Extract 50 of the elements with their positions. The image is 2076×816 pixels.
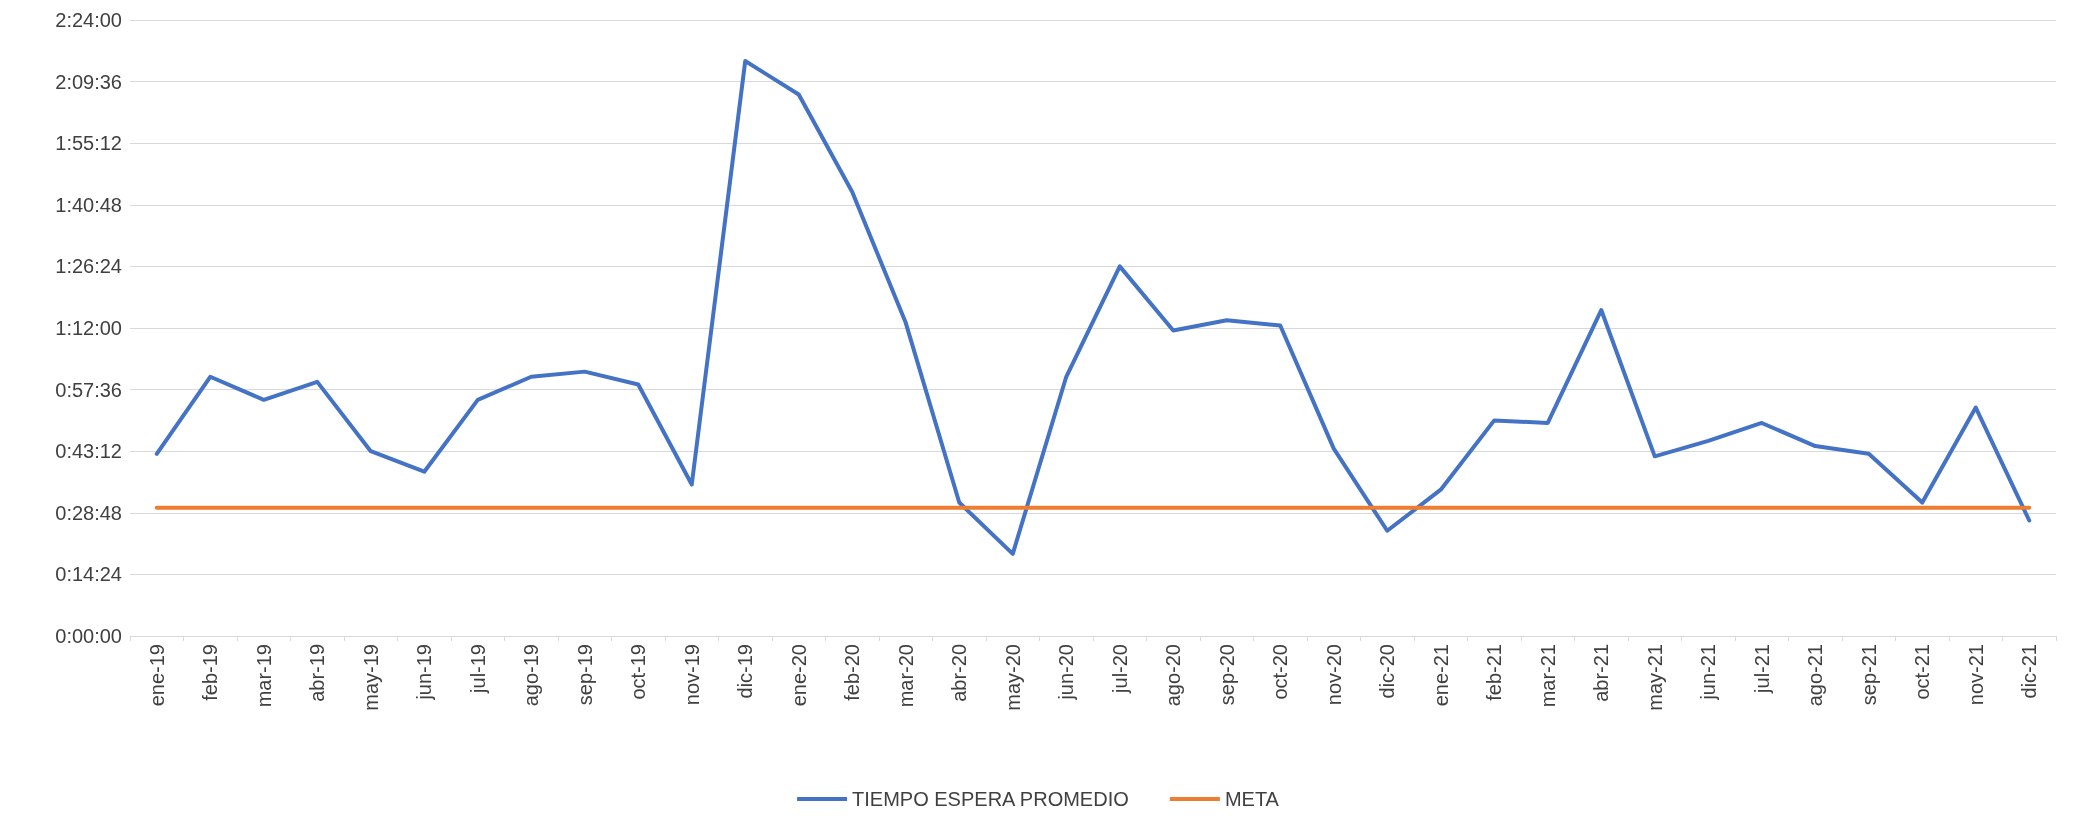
x-tick-label: mar-21 (1536, 644, 1559, 708)
x-tick-label: oct-20 (1269, 644, 1292, 700)
x-tick-label: jun-19 (413, 644, 436, 701)
x-tick-label: oct-19 (627, 644, 650, 700)
x-tick-label: abr-20 (948, 644, 971, 702)
line-series (154, 59, 2032, 556)
y-tick-label: 0:57:36 (55, 378, 122, 401)
legend-label: META (1224, 788, 1280, 810)
y-tick-label: 1:40:48 (55, 193, 122, 216)
x-tick-label: mar-20 (894, 644, 917, 708)
x-tick-label: sep-21 (1857, 644, 1880, 706)
y-tick-label: 0:14:24 (55, 563, 122, 586)
y-tick-label: 0:00:00 (55, 625, 122, 647)
x-tick-label: sep-20 (1215, 644, 1238, 706)
y-tick-label: 0:28:48 (55, 501, 122, 524)
x-tick-label: dic-20 (1376, 644, 1399, 699)
x-tick-label: feb-20 (841, 644, 864, 701)
x-tick-label: ago-19 (520, 644, 543, 707)
x-tick-label: nov-21 (1964, 644, 1987, 706)
x-tick-label: nov-20 (1322, 644, 1345, 706)
x-tick-label: sep-19 (573, 644, 596, 706)
x-tick-label: abr-21 (1590, 644, 1613, 702)
y-tick-label: 2:24:00 (55, 9, 122, 31)
y-tick-label: 1:26:24 (55, 255, 122, 278)
x-tick-label: jul-21 (1750, 644, 1773, 694)
x-tick-label: abr-19 (306, 644, 329, 702)
x-tick-label: ene-21 (1429, 644, 1452, 707)
y-tick-label: 1:12:00 (55, 317, 122, 339)
x-tick-label: jun-20 (1055, 644, 1078, 701)
x-tick-label: dic-19 (734, 644, 757, 699)
x-tick-label: may-19 (359, 644, 382, 711)
x-tick-label: may-20 (1001, 644, 1024, 711)
x-tick-label: ene-20 (787, 644, 810, 707)
x-tick-label: nov-19 (680, 644, 703, 706)
x-tick-label: feb-21 (1483, 644, 1506, 701)
x-tick-label: may-21 (1643, 644, 1666, 711)
y-tick-label: 1:55:12 (55, 132, 122, 155)
y-tick-label: 0:43:12 (55, 440, 122, 463)
x-tick-label: ago-20 (1162, 644, 1185, 707)
x-tick-label: jul-19 (466, 644, 489, 694)
x-tick-label: feb-19 (199, 644, 222, 701)
x-tick-label: mar-19 (252, 644, 275, 708)
x-tick-label: ago-21 (1804, 644, 1827, 707)
x-tick-label: jul-20 (1108, 644, 1131, 694)
y-tick-label: 2:09:36 (55, 70, 122, 93)
x-tick-label: oct-21 (1911, 644, 1934, 700)
legend-label: TIEMPO ESPERA PROMEDIO (852, 788, 1129, 810)
x-tick-label: dic-21 (2018, 644, 2041, 699)
x-tick-label: jun-21 (1697, 644, 1720, 701)
x-tick-label: ene-19 (145, 644, 168, 707)
